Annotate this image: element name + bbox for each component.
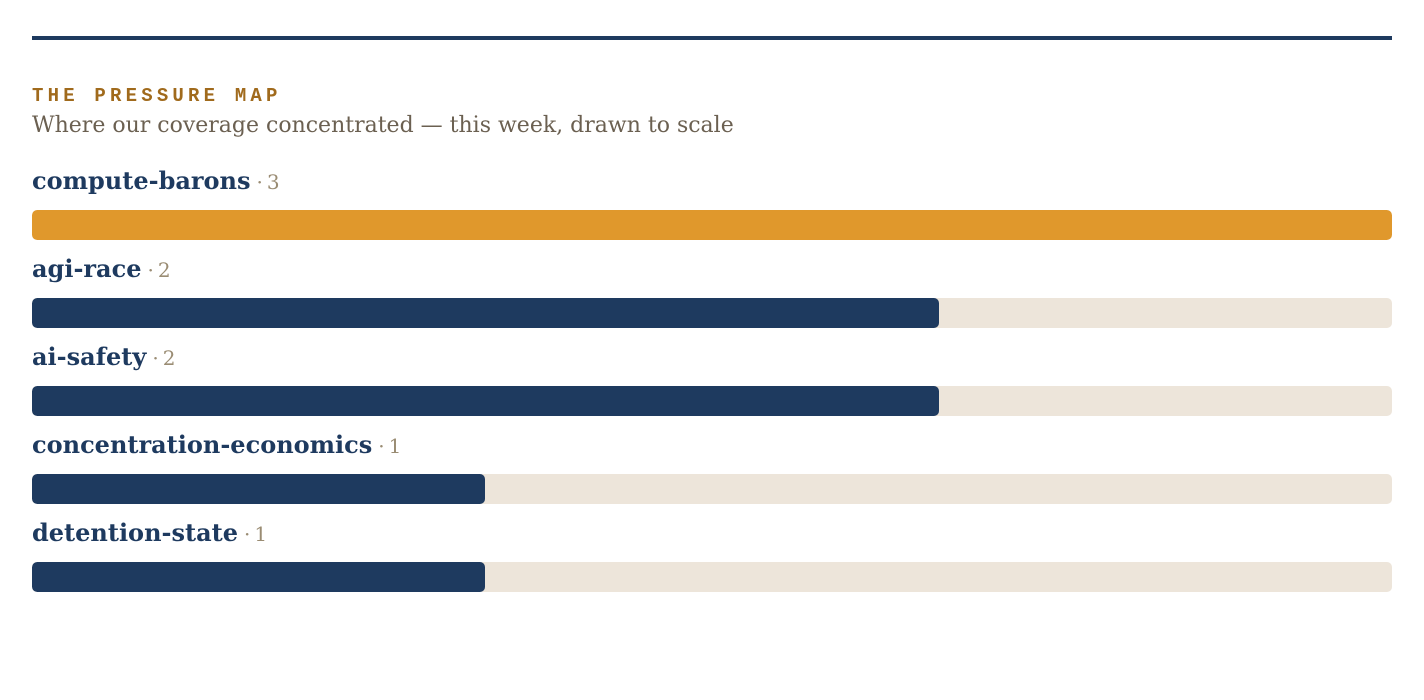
bar-separator: · bbox=[147, 258, 154, 282]
bar-label: ai-safety · 2 bbox=[32, 342, 175, 372]
bar-fill bbox=[32, 386, 939, 416]
bar-category-label: ai-safety bbox=[32, 342, 147, 371]
bar-value-label: 3 bbox=[266, 170, 280, 194]
bar-row-agi-race: agi-race · 2 bbox=[32, 252, 1392, 340]
bar-separator: · bbox=[243, 522, 251, 546]
section-kicker: THE PRESSURE MAP bbox=[32, 85, 282, 107]
bar-track bbox=[32, 562, 1392, 592]
bar-track bbox=[32, 210, 1392, 240]
bar-separator: · bbox=[256, 170, 263, 194]
bar-label: concentration-economics · 1 bbox=[32, 430, 401, 460]
bar-fill bbox=[32, 298, 939, 328]
bar-value-label: 1 bbox=[388, 434, 402, 458]
bar-category-label: detention-state bbox=[32, 518, 238, 547]
bar-value-label: 2 bbox=[162, 346, 176, 370]
bar-fill bbox=[32, 562, 485, 592]
pressure-map-section: THE PRESSURE MAP Where our coverage conc… bbox=[32, 36, 1392, 604]
bar-track bbox=[32, 298, 1392, 328]
section-subtitle: Where our coverage concentrated — this w… bbox=[32, 113, 734, 138]
bar-category-label: compute-barons bbox=[32, 166, 251, 195]
bar-label: agi-race · 2 bbox=[32, 254, 171, 284]
bar-separator: · bbox=[152, 346, 159, 370]
pressure-bar-chart: compute-barons · 3 agi-race · 2 ai-safety · 2 con… bbox=[32, 164, 1392, 604]
bar-row-compute-barons: compute-barons · 3 bbox=[32, 164, 1392, 252]
bar-category-label: concentration-economics bbox=[32, 430, 373, 459]
bar-row-concentration-economics: concentration-economics · 1 bbox=[32, 428, 1392, 516]
bar-label: detention-state · 1 bbox=[32, 518, 267, 548]
bar-category-label: agi-race bbox=[32, 254, 142, 283]
bar-value-label: 1 bbox=[254, 522, 268, 546]
bar-value-label: 2 bbox=[157, 258, 171, 282]
bar-row-ai-safety: ai-safety · 2 bbox=[32, 340, 1392, 428]
bar-track bbox=[32, 386, 1392, 416]
bar-label: compute-barons · 3 bbox=[32, 166, 280, 196]
bar-track bbox=[32, 474, 1392, 504]
bar-fill bbox=[32, 210, 1392, 240]
bar-row-detention-state: detention-state · 1 bbox=[32, 516, 1392, 604]
bar-separator: · bbox=[378, 434, 385, 458]
bar-fill bbox=[32, 474, 485, 504]
top-rule bbox=[32, 36, 1392, 40]
